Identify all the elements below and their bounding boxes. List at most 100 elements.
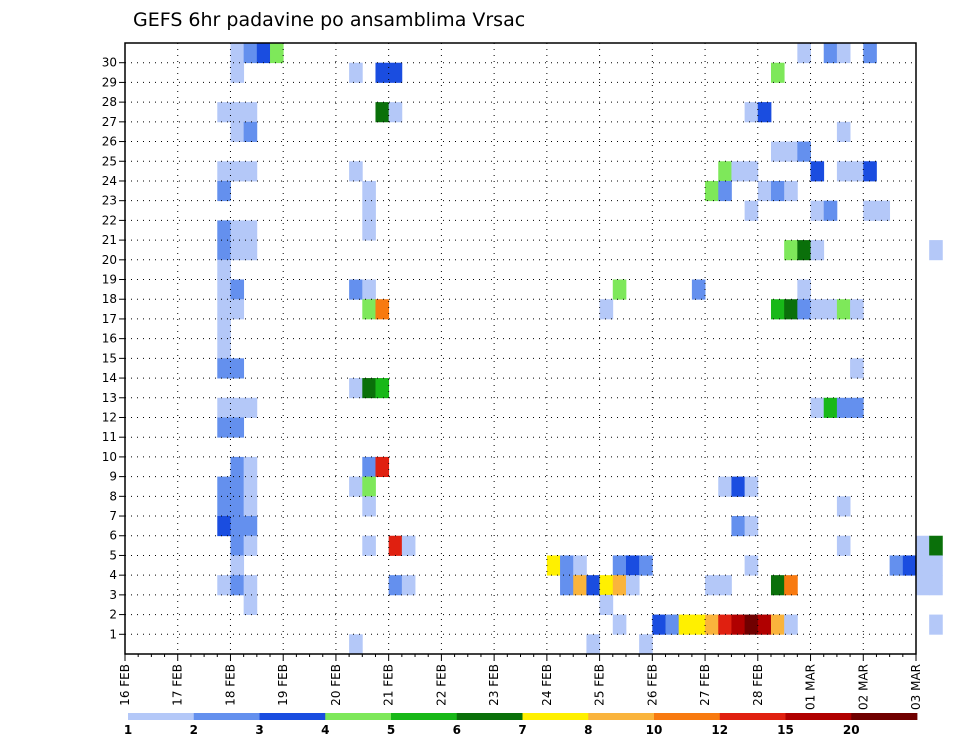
heatmap-cell — [718, 614, 732, 635]
heatmap-cell — [916, 575, 930, 596]
heatmap-cell — [757, 102, 772, 123]
colorbar-label: 15 — [777, 723, 794, 737]
colorbar-label: 7 — [518, 723, 526, 737]
heatmap-cell — [744, 476, 759, 497]
y-tick-label: 7 — [109, 509, 117, 523]
heatmap-cell — [889, 555, 904, 576]
heatmap-cell — [270, 43, 284, 64]
colorbar-label: 12 — [711, 723, 728, 737]
heatmap-cell — [388, 62, 403, 83]
heatmap-cell — [230, 279, 245, 300]
heatmap-cell — [770, 180, 785, 202]
heatmap-cell — [217, 496, 231, 517]
heatmap-cell — [243, 516, 258, 537]
heatmap-cell — [929, 535, 943, 556]
heatmap-cell — [217, 397, 231, 418]
heatmap-cell — [625, 575, 640, 596]
heatmap-cell — [349, 476, 363, 497]
chart-title: GEFS 6hr padavine po ansamblima Vrsac — [133, 9, 525, 31]
y-axis-ticks: 1234567891011121314151617181920212223242… — [102, 56, 125, 641]
heatmap-cell — [823, 397, 838, 418]
heatmap-cell — [863, 200, 877, 221]
heatmap-cell — [217, 180, 231, 202]
x-tick-label: 17 FEB — [171, 664, 185, 706]
heatmap-cell — [836, 43, 851, 64]
x-tick-label: 01 MAR — [804, 664, 818, 710]
colorbar-label: 6 — [453, 723, 461, 737]
heatmap-cell — [744, 161, 759, 182]
heatmap-cell — [916, 555, 930, 576]
heatmap-cell — [243, 476, 258, 497]
heatmap-cell — [850, 358, 864, 379]
heatmap-cell — [731, 614, 746, 635]
y-tick-label: 21 — [102, 233, 117, 247]
y-tick-label: 30 — [102, 56, 117, 70]
heatmap-cell — [243, 161, 258, 182]
x-tick-label: 18 FEB — [223, 664, 237, 706]
heatmap-cell — [243, 43, 258, 64]
x-tick-label: 16 FEB — [118, 664, 132, 706]
y-tick-label: 28 — [102, 95, 117, 109]
y-tick-label: 24 — [102, 174, 117, 188]
heatmap-cell — [929, 614, 943, 635]
heatmap-cell — [612, 555, 627, 576]
y-tick-label: 13 — [102, 391, 117, 405]
colorbar-label: 8 — [584, 723, 592, 737]
heatmap-cell — [243, 456, 258, 478]
y-tick-label: 1 — [109, 627, 117, 641]
heatmap-cell — [599, 575, 614, 596]
heatmap-cell — [362, 535, 376, 556]
colorbar-segment — [785, 713, 852, 720]
heatmap-cell — [243, 496, 258, 517]
heatmap-cell — [823, 299, 838, 320]
heatmap-cell — [797, 43, 811, 64]
heatmap-cell — [230, 102, 245, 123]
y-tick-label: 16 — [102, 332, 117, 346]
heatmap-cell — [349, 634, 363, 655]
colorbar: 1 2 3 4 5 6 7 8 10 12 15 20 — [124, 713, 918, 737]
heatmap-cell — [560, 555, 574, 576]
colorbar-segment — [851, 713, 918, 720]
heatmap-cell — [810, 299, 825, 320]
y-tick-label: 22 — [102, 213, 117, 227]
heatmap-cell — [375, 299, 390, 320]
heatmap-cell — [388, 535, 403, 556]
heatmap-cell — [388, 575, 403, 596]
heatmap-cell — [836, 397, 851, 418]
heatmap-cell — [625, 555, 640, 576]
heatmap-cell — [401, 535, 416, 556]
x-tick-label: 19 FEB — [276, 664, 290, 706]
heatmap-cell — [243, 594, 258, 615]
heatmap-cell — [652, 614, 666, 635]
colorbar-label: 3 — [255, 723, 263, 737]
heatmap-cell — [230, 121, 245, 142]
y-tick-label: 17 — [102, 312, 117, 326]
colorbar-segment — [128, 713, 195, 720]
heatmap-cell — [375, 456, 390, 478]
colorbar-segment — [588, 713, 655, 720]
y-tick-label: 12 — [102, 410, 117, 424]
heatmap-cell — [757, 614, 772, 635]
heatmap-cell — [757, 180, 772, 202]
colorbar-label: 2 — [190, 723, 198, 737]
heatmap-cell — [797, 299, 811, 320]
colorbar-segment — [259, 713, 326, 720]
heatmap-cell — [836, 299, 851, 320]
heatmap-cell — [230, 62, 245, 83]
heatmap-cell — [586, 575, 600, 596]
y-tick-label: 25 — [102, 154, 117, 168]
heatmap-cell — [639, 634, 653, 655]
heatmap-cell — [705, 575, 719, 596]
colorbar-label: 5 — [387, 723, 395, 737]
y-tick-label: 2 — [109, 608, 117, 622]
heatmap-cell — [362, 200, 376, 221]
colorbar-segment — [719, 713, 786, 720]
heatmap-cell — [375, 378, 390, 399]
heatmap-cell — [388, 102, 403, 123]
heatmap-cell — [850, 397, 864, 418]
heatmap-cell — [770, 614, 785, 635]
x-tick-label: 26 FEB — [645, 664, 659, 706]
heatmap-cell — [784, 299, 798, 320]
heatmap-cell — [217, 279, 231, 300]
x-tick-label: 24 FEB — [540, 664, 554, 706]
